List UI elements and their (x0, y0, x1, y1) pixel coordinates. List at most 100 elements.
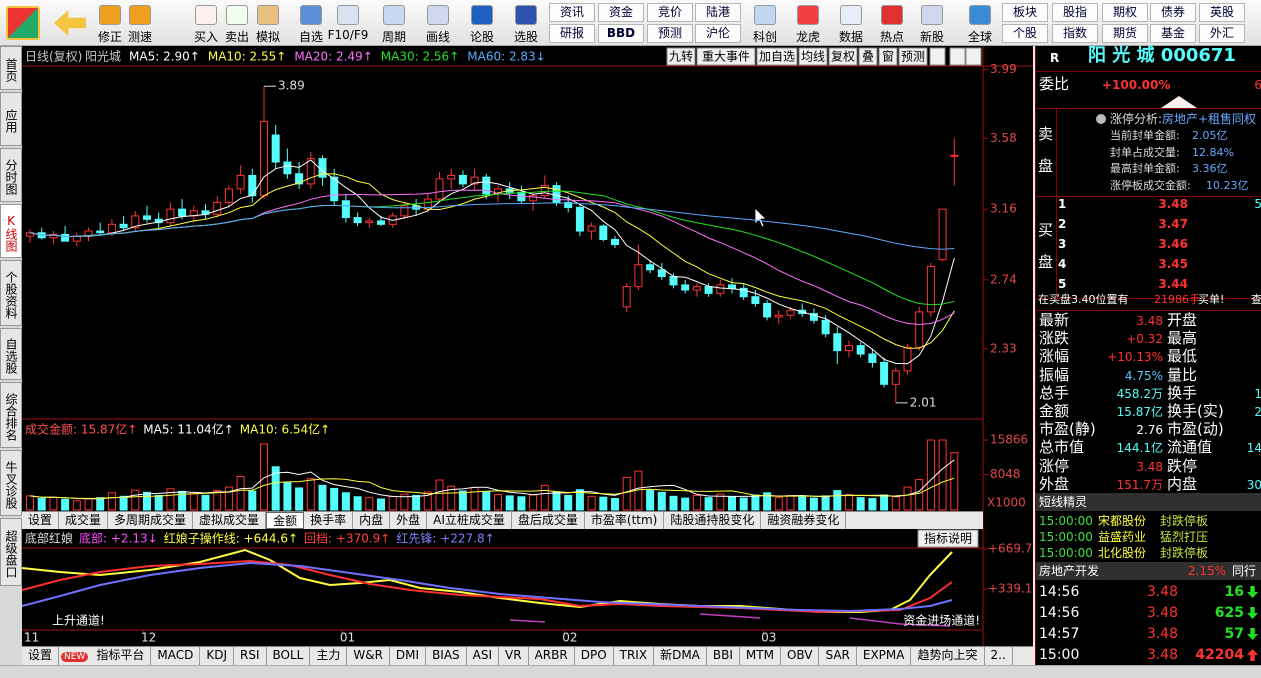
quote-text: 3.48 (1158, 197, 1188, 211)
volume-tab[interactable]: 多周期成交量 (108, 512, 194, 529)
indicator-tab[interactable]: BBI (707, 647, 740, 665)
toolbar-button[interactable]: 选股 (504, 2, 548, 44)
volume-bar (306, 478, 315, 511)
quote-text[interactable]: 益盛药业 (1098, 530, 1147, 544)
candle-body (845, 345, 853, 352)
indicator-tab[interactable]: ASI (467, 647, 500, 665)
quote-text: 14:57 (1039, 626, 1080, 642)
toolbar-pair-button[interactable]: 研报 (549, 24, 595, 43)
toolbar-button[interactable]: 模拟 (246, 2, 290, 44)
toolbar-button[interactable]: 修正 (88, 2, 132, 44)
indicator-tab[interactable]: W&R (347, 647, 390, 665)
toolbar-button[interactable]: 新股 (910, 2, 954, 44)
indicator-tab[interactable]: 趋势向上突 (911, 647, 985, 665)
indicator-tab[interactable]: 设置 (22, 647, 60, 665)
side-tab[interactable]: 应用 (0, 92, 22, 146)
indicator-tab[interactable]: DPO (575, 647, 614, 665)
toolbar-pair-button[interactable]: 基金 (1150, 24, 1196, 43)
toolbar-button[interactable]: 卖出 (215, 2, 259, 44)
indicator-tab[interactable]: RSI (234, 647, 267, 665)
volume-tab[interactable]: 虚拟成交量 (193, 512, 267, 529)
toolbar-pair-button[interactable]: 竞价 (647, 3, 693, 22)
volume-tab[interactable]: 设置 (22, 512, 60, 529)
indicator-tab[interactable]: DMI (390, 647, 427, 665)
indicator-tab[interactable]: ARBR (529, 647, 575, 665)
indicator-tab[interactable]: MTM (740, 647, 781, 665)
volume-tab[interactable]: 融资融券变化 (761, 512, 847, 529)
indicator-tab[interactable]: KDJ (200, 647, 234, 665)
toolbar-button[interactable]: 全球 (958, 2, 1002, 44)
volume-tab[interactable]: AI立桩成交量 (427, 512, 512, 529)
toolbar-pair-button[interactable]: 沪伦 (695, 24, 741, 43)
toolbar-button[interactable]: 数据 (829, 2, 873, 44)
back-button[interactable] (54, 10, 86, 36)
toolbar-button[interactable]: 周期 (372, 2, 416, 44)
quote-text[interactable]: 北化股份 (1098, 546, 1147, 560)
side-tab[interactable]: 个股资料 (0, 260, 22, 326)
volume-tab[interactable]: 盘后成交量 (512, 512, 585, 529)
indicator-tab[interactable]: 2.. (985, 647, 1013, 665)
quote-text: 6 (1254, 78, 1261, 92)
toolbar-pair-button[interactable]: 英股 (1199, 3, 1245, 22)
volume-tab[interactable]: 换手率 (304, 512, 354, 529)
candle-body (564, 201, 573, 208)
toolbar-pair-button[interactable]: 外汇 (1199, 24, 1245, 43)
toolbar-pair-button[interactable]: 期货 (1102, 24, 1148, 43)
candle-body (166, 208, 175, 224)
side-tab[interactable]: 分时图 (0, 148, 22, 202)
ma-line (29, 202, 955, 250)
indicator-tab[interactable]: OBV (781, 647, 820, 665)
side-tab[interactable]: K线图 (0, 204, 22, 258)
toolbar-pair-button[interactable]: 期权 (1102, 3, 1148, 22)
indicator-tab[interactable]: EXPMA (857, 647, 912, 665)
volume-tab[interactable]: 金额 (266, 512, 305, 529)
indicator-tab[interactable]: SAR (819, 647, 857, 665)
toolbar-pair-button[interactable]: 个股 (1002, 24, 1048, 43)
candle-body (681, 284, 690, 291)
toolbar-pair-button[interactable]: BBD (598, 24, 644, 43)
toolbar-button[interactable]: 画线 (416, 2, 460, 44)
toolbar-button[interactable]: F10/F9 (326, 2, 370, 44)
volume-tab[interactable]: 陆股通持股变化 (664, 512, 762, 529)
app-logo[interactable] (6, 6, 40, 40)
volume-tab[interactable]: 外盘 (390, 512, 428, 529)
indicator-tab[interactable]: TRIX (614, 647, 655, 665)
quote-text: 涨跌 (1039, 329, 1070, 348)
indicator-tab[interactable]: 指标平台 (90, 647, 152, 665)
indicator-tab[interactable]: BIAS (426, 647, 467, 665)
toolbar-pair-button[interactable]: 板块 (1002, 3, 1048, 22)
toolbar-button[interactable]: 论股 (460, 2, 504, 44)
indicator-tab[interactable]: BOLL (267, 647, 311, 665)
toolbar-button[interactable]: 龙虎 (786, 2, 830, 44)
indicator-tab[interactable]: 新DMA (654, 647, 707, 665)
quote-text: 3.48 (1146, 647, 1178, 663)
toolbar-pair-button[interactable]: 股指 (1052, 3, 1098, 22)
toolbar-button[interactable]: 测速 (118, 2, 162, 44)
volume-bar (412, 494, 421, 511)
volume-tab[interactable]: 市盈率(ttm) (585, 512, 665, 529)
side-tab[interactable]: 自选股 (0, 328, 22, 380)
side-tab[interactable]: 牛叉诊股 (0, 450, 22, 516)
toolbar-pair-button[interactable]: 指数 (1052, 24, 1098, 43)
toolbar-button[interactable]: 热点 (870, 2, 914, 44)
toolbar-pair-button[interactable]: 陆港 (695, 3, 741, 22)
toolbar-pair-button[interactable]: 预测 (647, 24, 693, 43)
toolbar-pair-button[interactable]: 资讯 (549, 3, 595, 22)
side-tab[interactable]: 综合排名 (0, 382, 22, 448)
quote-text[interactable]: 宋都股份 (1098, 514, 1147, 528)
indicator-tab[interactable]: 主力 (310, 647, 348, 665)
indicator-tab[interactable]: VR (499, 647, 529, 665)
toolbar-button[interactable]: 科创 (743, 2, 787, 44)
toolbar-button[interactable]: 买入 (184, 2, 228, 44)
volume-tab[interactable]: 成交量 (59, 512, 109, 529)
toolbar-button[interactable]: 自选 (289, 2, 333, 44)
status-strip (0, 665, 1261, 678)
volume-tab[interactable]: 内盘 (353, 512, 391, 529)
toolbar-pair-button[interactable]: 资金 (598, 3, 644, 22)
indicator-tab[interactable]: MACD (151, 647, 201, 665)
toolbar-label: 选股 (513, 30, 538, 44)
toolbar-pair-button[interactable]: 债券 (1150, 3, 1196, 22)
side-tab[interactable]: 超级盘口 (0, 518, 22, 586)
side-tab[interactable]: 首页 (0, 46, 22, 90)
quote-text: R (1050, 51, 1060, 65)
